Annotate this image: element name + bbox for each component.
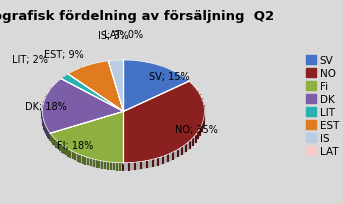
Text: Geografisk fördelning av försäljning  Q2: Geografisk fördelning av försäljning Q2 <box>0 10 274 23</box>
Text: DK; 18%: DK; 18% <box>25 102 67 112</box>
Polygon shape <box>68 62 123 112</box>
Ellipse shape <box>43 69 204 171</box>
Text: LIT; 2%: LIT; 2% <box>12 54 48 64</box>
Text: LAT; 0%: LAT; 0% <box>104 30 143 40</box>
Polygon shape <box>108 61 123 112</box>
Text: FI; 18%: FI; 18% <box>57 140 93 150</box>
Polygon shape <box>123 61 189 112</box>
Text: IS; 3%: IS; 3% <box>98 31 129 40</box>
Polygon shape <box>43 79 123 134</box>
Text: EST; 9%: EST; 9% <box>44 50 84 60</box>
Polygon shape <box>61 75 123 112</box>
Text: SV; 15%: SV; 15% <box>150 72 190 82</box>
Polygon shape <box>123 82 204 163</box>
Polygon shape <box>50 112 123 163</box>
Legend: SV, NO, Fi, DK, LIT, EST, IS, LAT: SV, NO, Fi, DK, LIT, EST, IS, LAT <box>304 54 341 158</box>
Text: NO; 35%: NO; 35% <box>175 125 217 135</box>
